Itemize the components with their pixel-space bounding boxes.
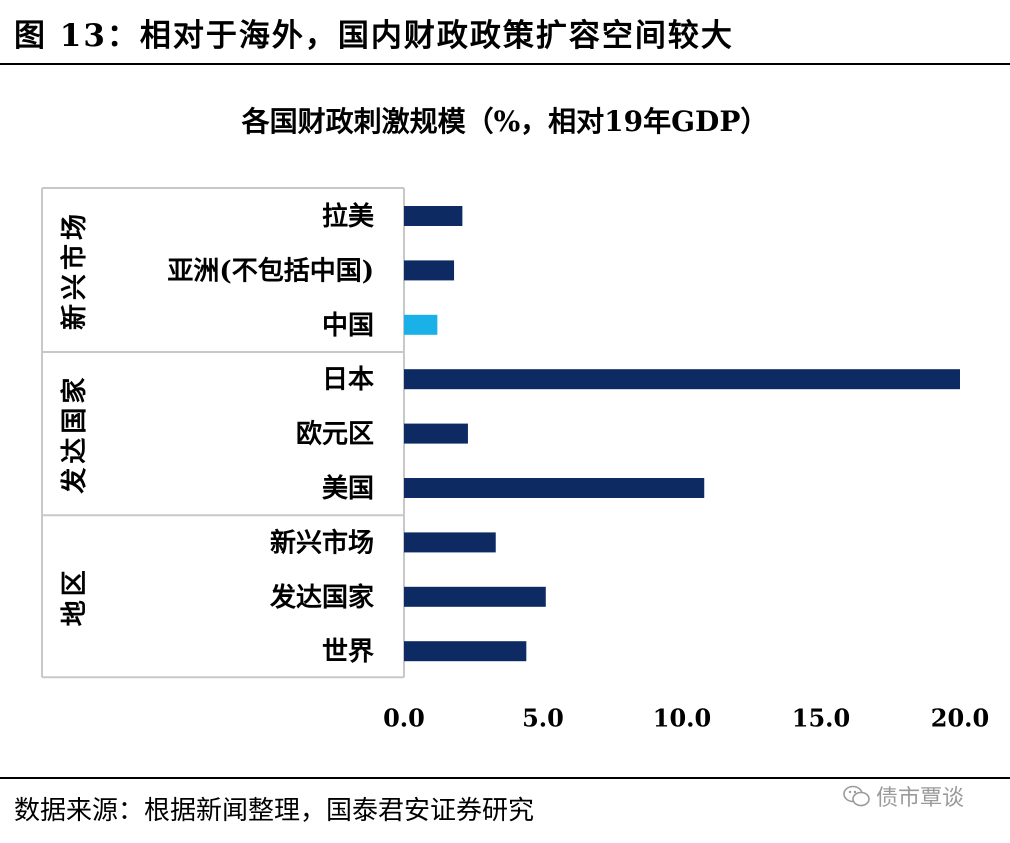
category-label: 美国 <box>322 473 374 504</box>
category-label: 世界 <box>322 637 374 667</box>
category-label: 亚洲(不包括中国) <box>167 255 374 286</box>
category-label: 中国 <box>322 311 374 341</box>
figure-title: 图 13：相对于海外，国内财政政策扩容空间较大 <box>14 18 734 54</box>
category-label: 拉美 <box>322 201 374 232</box>
wechat-icon <box>842 784 872 814</box>
x-tick-label: 15.0 <box>792 704 850 733</box>
bar <box>404 641 527 662</box>
group-label: 发达国家 <box>59 374 90 495</box>
x-tick-label: 5.0 <box>522 704 564 733</box>
bar <box>404 423 468 444</box>
top-rule <box>0 63 1010 65</box>
x-tick-label: 20.0 <box>931 704 989 733</box>
bottom-rule <box>0 777 1010 779</box>
x-tick-label: 10.0 <box>653 704 711 733</box>
category-label: 欧元区 <box>296 419 374 450</box>
watermark-text: 债市覃谈 <box>876 786 965 811</box>
bar <box>404 206 463 226</box>
bar <box>404 369 960 390</box>
source-note: 数据来源：根据新闻整理，国泰君安证券研究 <box>14 796 535 826</box>
category-label: 新兴市场 <box>270 527 374 558</box>
bar <box>404 314 438 335</box>
watermark: 债市覃谈 <box>842 780 964 814</box>
bar <box>404 586 546 607</box>
bar <box>404 478 705 498</box>
category-label: 发达国家 <box>269 582 374 613</box>
group-label: 新兴市场 <box>59 210 90 330</box>
chart-title: 各国财政刺激规模（%，相对19年GDP） <box>241 105 769 138</box>
bar <box>404 532 496 553</box>
x-tick-label: 0.0 <box>383 704 425 733</box>
category-label: 日本 <box>322 365 374 395</box>
bar <box>404 260 455 281</box>
group-label: 地区 <box>60 566 90 626</box>
